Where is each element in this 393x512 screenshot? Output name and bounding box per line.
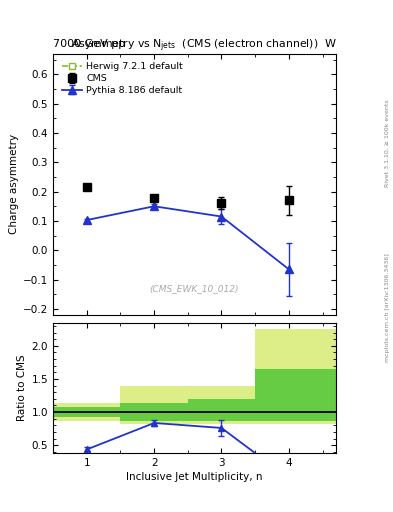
Text: Rivet 3.1.10, ≥ 100k events: Rivet 3.1.10, ≥ 100k events (385, 99, 389, 187)
Y-axis label: Ratio to CMS: Ratio to CMS (17, 354, 28, 421)
Title: Asymmetry vs N$_{\mathregular{jets}}$  (CMS (electron channel)): Asymmetry vs N$_{\mathregular{jets}}$ (C… (71, 37, 318, 54)
Text: 7000 GeV pp: 7000 GeV pp (53, 38, 125, 49)
Y-axis label: Charge asymmetry: Charge asymmetry (9, 134, 19, 234)
X-axis label: Inclusive Jet Multiplicity, n: Inclusive Jet Multiplicity, n (126, 472, 263, 482)
Text: mcplots.cern.ch [arXiv:1306.3436]: mcplots.cern.ch [arXiv:1306.3436] (385, 253, 389, 361)
Text: W: W (325, 38, 336, 49)
Text: (CMS_EWK_10_012): (CMS_EWK_10_012) (150, 284, 239, 293)
Legend: Herwig 7.2.1 default, CMS, Pythia 8.186 default: Herwig 7.2.1 default, CMS, Pythia 8.186 … (58, 58, 187, 99)
